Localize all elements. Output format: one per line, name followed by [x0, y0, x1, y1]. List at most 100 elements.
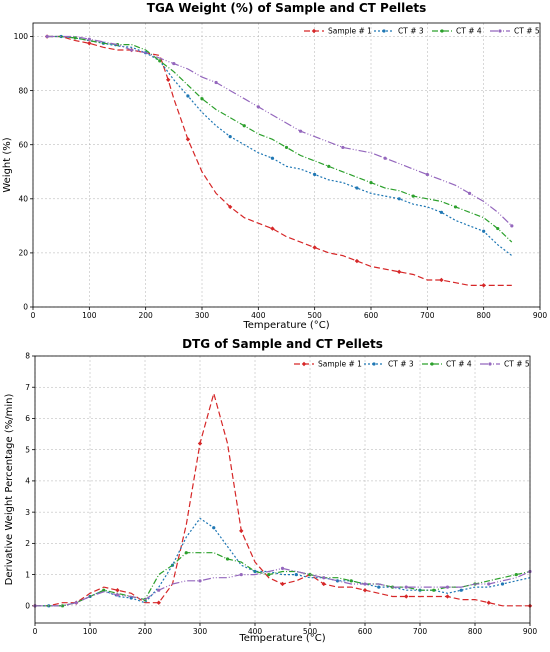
data-point: [156, 600, 161, 605]
plot-area: [35, 356, 530, 623]
data-point: [284, 145, 289, 150]
data-point: [102, 588, 106, 592]
legend-marker: [382, 29, 386, 33]
data-point: [74, 601, 78, 605]
data-point: [87, 37, 91, 41]
y-tick-label: 5: [25, 445, 30, 454]
data-point: [294, 572, 298, 577]
y-axis-label: Weight (%): [2, 137, 13, 192]
x-tick-label: 900: [523, 627, 538, 636]
x-tick-label: 500: [308, 311, 323, 320]
series-ct-3: [35, 517, 531, 608]
x-tick-label: 600: [364, 311, 379, 320]
data-point: [166, 77, 171, 82]
data-point: [467, 191, 472, 195]
data-point: [377, 585, 381, 589]
data-point: [321, 581, 326, 587]
legend-entry: CT # 3: [374, 27, 424, 36]
data-point: [45, 34, 49, 39]
legend-label: Sample # 1: [328, 27, 372, 36]
series-line: [47, 35, 512, 286]
y-tick-label: 3: [25, 508, 30, 517]
y-tick-label: 0: [23, 303, 28, 312]
y-tick-label: 80: [18, 86, 28, 95]
x-tick-label: 100: [83, 627, 98, 636]
chart-2: 0 100 200 300 400 500 600 700 800 900 0 1 2 3 4 5 6 7 8 DTG…: [4, 337, 537, 644]
x-tick-label: 300: [193, 627, 208, 636]
data-point: [404, 585, 408, 589]
x-tick-label: 500: [303, 627, 318, 636]
x-tick-label: 700: [420, 311, 435, 320]
data-point: [197, 441, 203, 446]
data-point: [239, 572, 243, 577]
x-tick-label: 700: [413, 627, 428, 636]
data-point: [270, 226, 275, 231]
data-point: [186, 94, 190, 98]
data-point: [487, 582, 491, 586]
data-point: [354, 258, 360, 264]
y-tick-label: 20: [18, 249, 28, 258]
x-tick-label: 400: [251, 311, 266, 320]
data-point: [349, 579, 353, 583]
y-tick-label: 6: [25, 414, 30, 423]
data-point: [486, 600, 491, 605]
plot-area: [33, 23, 540, 307]
data-point: [341, 145, 345, 150]
legend-entry: CT # 4: [432, 27, 482, 36]
plot-frame: [34, 355, 531, 624]
data-point: [312, 245, 317, 250]
data-point: [482, 229, 486, 233]
legend-label: CT # 3: [398, 27, 424, 36]
data-point: [481, 283, 486, 288]
legend-label: Sample # 1: [318, 360, 362, 369]
data-point: [280, 566, 285, 570]
y-tick-label: 2: [25, 539, 30, 548]
legend: Sample # 1 CT # 3 CT # 4 CT # 5: [304, 27, 540, 36]
x-tick-label: 100: [82, 311, 97, 320]
data-point: [369, 180, 373, 185]
series-line: [35, 517, 531, 607]
data-point: [397, 197, 401, 201]
y-tick-label: 40: [18, 195, 28, 204]
data-point: [432, 588, 436, 592]
legend-label: CT # 3: [388, 360, 414, 369]
data-point: [60, 604, 65, 608]
data-point: [270, 156, 275, 160]
data-point: [445, 594, 450, 599]
data-point: [225, 557, 230, 561]
data-point: [496, 226, 500, 231]
data-point: [227, 204, 233, 210]
x-tick-label: 800: [477, 311, 492, 320]
data-point: [445, 585, 450, 589]
data-point: [256, 105, 260, 109]
legend-marker: [372, 362, 376, 366]
x-tick-label: 600: [358, 627, 373, 636]
legend-marker: [430, 362, 434, 366]
legend: Sample # 1 CT # 3 CT # 4 CT # 5: [294, 360, 530, 369]
legend-marker: [440, 29, 444, 33]
legend-marker: [488, 362, 492, 366]
data-point: [158, 59, 162, 63]
legend-entry: CT # 5: [490, 27, 540, 36]
y-tick-label: 1: [25, 570, 30, 579]
plot-frame: [32, 22, 541, 308]
x-tick-label: 0: [31, 311, 36, 320]
data-point: [383, 156, 387, 160]
x-tick-label: 200: [139, 311, 154, 320]
data-point: [242, 124, 246, 128]
x-tick-label: 900: [533, 311, 548, 320]
data-point: [198, 579, 202, 583]
legend-marker: [301, 361, 307, 367]
series-line: [47, 35, 513, 243]
data-point: [335, 579, 340, 583]
legend-label: CT # 4: [446, 360, 472, 369]
y-tick-label: 7: [25, 383, 30, 392]
y-tick-label: 0: [25, 602, 30, 611]
data-point: [459, 588, 463, 592]
data-point: [157, 588, 161, 592]
x-tick-label: 200: [138, 627, 153, 636]
legend-entry: CT # 5: [480, 360, 530, 369]
legend-marker: [498, 29, 502, 33]
